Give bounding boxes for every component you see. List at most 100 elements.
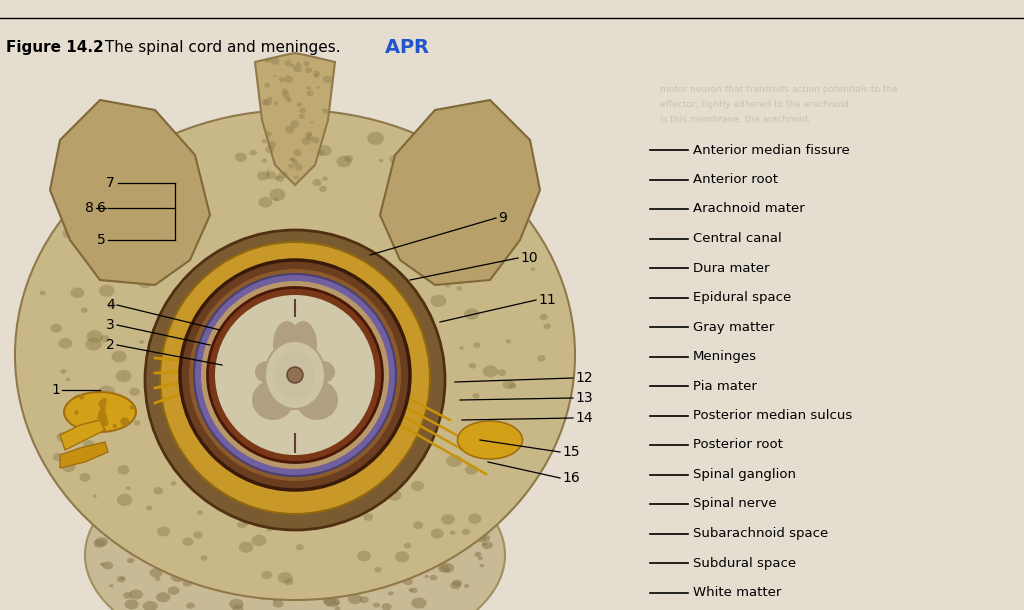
Ellipse shape	[266, 481, 279, 489]
Ellipse shape	[292, 478, 299, 483]
Ellipse shape	[100, 562, 105, 566]
Ellipse shape	[430, 528, 443, 539]
Ellipse shape	[266, 170, 269, 172]
Ellipse shape	[117, 494, 132, 506]
Ellipse shape	[73, 395, 86, 405]
Ellipse shape	[298, 471, 311, 480]
Ellipse shape	[15, 110, 575, 600]
Ellipse shape	[145, 207, 159, 218]
Ellipse shape	[388, 591, 393, 595]
Ellipse shape	[368, 132, 384, 145]
Polygon shape	[60, 442, 108, 468]
Ellipse shape	[540, 314, 548, 320]
Ellipse shape	[99, 285, 115, 296]
Ellipse shape	[458, 421, 522, 459]
Ellipse shape	[323, 109, 329, 114]
Ellipse shape	[373, 603, 380, 608]
Ellipse shape	[270, 57, 280, 65]
Ellipse shape	[273, 599, 278, 602]
Ellipse shape	[261, 495, 272, 504]
Ellipse shape	[286, 97, 291, 101]
Ellipse shape	[201, 493, 210, 500]
Ellipse shape	[119, 398, 125, 403]
Ellipse shape	[267, 141, 276, 148]
Circle shape	[130, 405, 134, 409]
Ellipse shape	[409, 588, 413, 592]
Ellipse shape	[125, 221, 136, 230]
Circle shape	[100, 418, 109, 426]
Ellipse shape	[88, 246, 97, 253]
Text: 7: 7	[106, 176, 115, 190]
Ellipse shape	[457, 286, 463, 291]
Ellipse shape	[278, 572, 293, 584]
Ellipse shape	[386, 519, 394, 525]
Ellipse shape	[403, 543, 412, 548]
Ellipse shape	[232, 521, 239, 525]
Ellipse shape	[93, 495, 97, 498]
Ellipse shape	[273, 567, 283, 574]
Ellipse shape	[291, 567, 300, 573]
Ellipse shape	[258, 489, 265, 495]
Ellipse shape	[296, 544, 304, 550]
Ellipse shape	[307, 501, 316, 507]
Ellipse shape	[227, 517, 242, 528]
Text: 13: 13	[575, 391, 593, 405]
Ellipse shape	[137, 243, 148, 251]
Ellipse shape	[315, 492, 331, 504]
Ellipse shape	[173, 253, 189, 265]
Ellipse shape	[431, 531, 444, 541]
Ellipse shape	[440, 563, 455, 573]
Ellipse shape	[503, 379, 515, 389]
Ellipse shape	[295, 164, 303, 171]
Ellipse shape	[389, 155, 401, 164]
Ellipse shape	[58, 338, 73, 349]
Ellipse shape	[379, 159, 383, 162]
Ellipse shape	[73, 225, 86, 235]
Ellipse shape	[461, 206, 470, 213]
Text: Spinal nerve: Spinal nerve	[693, 498, 776, 511]
Ellipse shape	[509, 383, 516, 389]
Ellipse shape	[302, 481, 307, 485]
Ellipse shape	[145, 230, 445, 530]
Ellipse shape	[451, 581, 461, 589]
Ellipse shape	[263, 98, 272, 106]
Ellipse shape	[336, 505, 342, 511]
Text: motor neuron that transmits action potentials to the: motor neuron that transmits action poten…	[660, 85, 898, 94]
Ellipse shape	[240, 480, 252, 489]
Ellipse shape	[312, 517, 317, 521]
Ellipse shape	[139, 340, 144, 344]
Ellipse shape	[237, 499, 246, 506]
Ellipse shape	[382, 479, 396, 489]
Text: The spinal cord and meninges.: The spinal cord and meninges.	[100, 40, 341, 55]
Ellipse shape	[299, 114, 305, 119]
Circle shape	[97, 415, 104, 422]
Ellipse shape	[150, 568, 163, 578]
Ellipse shape	[301, 518, 310, 525]
Ellipse shape	[254, 487, 261, 492]
Ellipse shape	[271, 574, 286, 584]
Ellipse shape	[100, 335, 110, 342]
Ellipse shape	[382, 603, 392, 610]
Ellipse shape	[348, 574, 354, 579]
Ellipse shape	[124, 600, 138, 609]
Ellipse shape	[358, 501, 372, 511]
Ellipse shape	[264, 340, 326, 410]
Ellipse shape	[375, 539, 387, 548]
Text: 9: 9	[498, 211, 507, 225]
Ellipse shape	[450, 179, 459, 187]
Polygon shape	[380, 100, 540, 285]
Text: 15: 15	[562, 445, 580, 459]
Text: 12: 12	[575, 371, 593, 385]
Ellipse shape	[129, 589, 143, 600]
Ellipse shape	[404, 456, 412, 461]
Ellipse shape	[394, 543, 403, 549]
Ellipse shape	[204, 519, 218, 529]
Ellipse shape	[438, 550, 453, 561]
Ellipse shape	[215, 295, 375, 455]
Ellipse shape	[323, 596, 337, 606]
Text: is this membrane, the arachnoid,: is this membrane, the arachnoid,	[660, 115, 811, 124]
Ellipse shape	[321, 505, 330, 512]
Ellipse shape	[266, 171, 270, 175]
Ellipse shape	[325, 596, 340, 607]
Ellipse shape	[441, 514, 455, 525]
